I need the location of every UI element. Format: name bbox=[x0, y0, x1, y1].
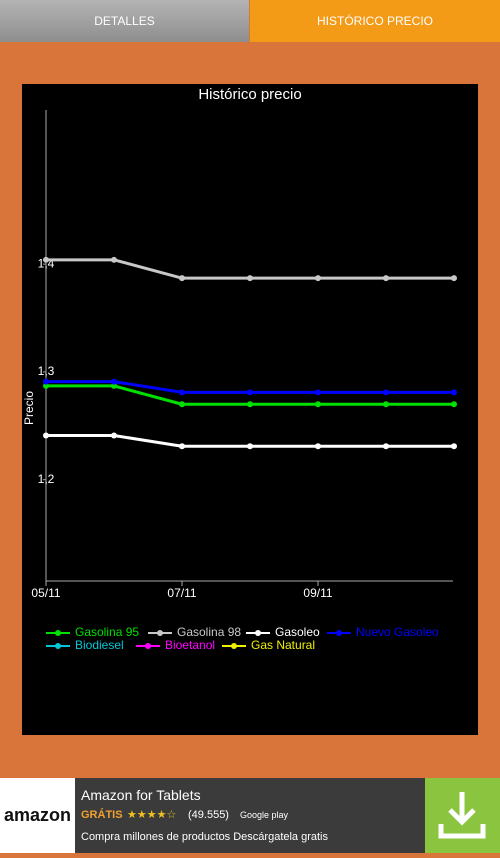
point bbox=[179, 443, 185, 450]
x-tick-label: 05/11 bbox=[31, 586, 60, 600]
ad-description: Compra millones de productos Descárgatel… bbox=[81, 831, 329, 843]
ad-price: GRÁTIS bbox=[81, 809, 123, 821]
point bbox=[111, 382, 117, 389]
point bbox=[315, 275, 321, 282]
point bbox=[43, 256, 49, 263]
ad-reviews: (49.555) bbox=[188, 809, 229, 821]
point bbox=[451, 401, 457, 408]
legend-label: Gas Natural bbox=[251, 638, 315, 652]
legend-marker bbox=[145, 643, 151, 649]
point bbox=[179, 275, 185, 282]
point bbox=[247, 443, 253, 450]
y-axis-label: Precio bbox=[22, 391, 36, 425]
point bbox=[43, 378, 49, 385]
point bbox=[43, 382, 49, 389]
tab-detalles[interactable]: DETALLES bbox=[0, 0, 249, 42]
legend-marker bbox=[55, 630, 61, 636]
point bbox=[383, 401, 389, 408]
y-tick-label: 1,3 bbox=[38, 364, 55, 378]
point bbox=[247, 389, 253, 396]
point bbox=[451, 389, 457, 396]
point bbox=[315, 443, 321, 450]
legend-marker bbox=[157, 630, 163, 636]
tab-historico[interactable]: HISTÓRICO PRECIO bbox=[250, 0, 500, 42]
point bbox=[111, 378, 117, 385]
point bbox=[179, 401, 185, 408]
legend-label: Gasoleo bbox=[275, 625, 320, 639]
point bbox=[315, 389, 321, 396]
point bbox=[315, 401, 321, 408]
point bbox=[179, 389, 185, 396]
legend-label: Gasolina 95 bbox=[75, 625, 139, 639]
chart-title: Histórico precio bbox=[198, 86, 301, 103]
ad-banner[interactable]: amazon Amazon for Tablets GRÁTIS ★★★★☆ (… bbox=[0, 778, 500, 853]
ad-store: Google play bbox=[240, 810, 289, 820]
x-tick-label: 09/11 bbox=[303, 586, 332, 600]
legend-label: Nuevo Gasoleo bbox=[356, 625, 439, 639]
chart-background bbox=[22, 84, 478, 735]
point bbox=[247, 401, 253, 408]
ad-logo: amazon bbox=[0, 778, 75, 853]
point bbox=[383, 443, 389, 450]
chart: Histórico precio Precio 1,21,31,405/11 07… bbox=[22, 84, 478, 735]
x-tick-label: 07/11 bbox=[167, 586, 196, 600]
point bbox=[383, 389, 389, 396]
legend-marker bbox=[336, 630, 342, 636]
legend-label: Bioetanol bbox=[165, 638, 215, 652]
legend-label: Gasolina 98 bbox=[177, 625, 241, 639]
point bbox=[451, 443, 457, 450]
point bbox=[43, 432, 49, 439]
y-tick-label: 1,2 bbox=[38, 472, 55, 486]
point bbox=[111, 256, 117, 263]
legend-marker bbox=[255, 630, 261, 636]
download-icon bbox=[438, 792, 486, 839]
ad-stars: ★★★★☆ bbox=[127, 809, 177, 821]
point bbox=[451, 275, 457, 282]
legend-marker bbox=[55, 643, 61, 649]
ad-title: Amazon for Tablets bbox=[81, 787, 201, 803]
download-button[interactable] bbox=[425, 778, 500, 853]
point bbox=[383, 275, 389, 282]
legend-label: Biodiesel bbox=[75, 638, 124, 652]
legend-marker bbox=[231, 643, 237, 649]
point bbox=[111, 432, 117, 439]
point bbox=[247, 275, 253, 282]
